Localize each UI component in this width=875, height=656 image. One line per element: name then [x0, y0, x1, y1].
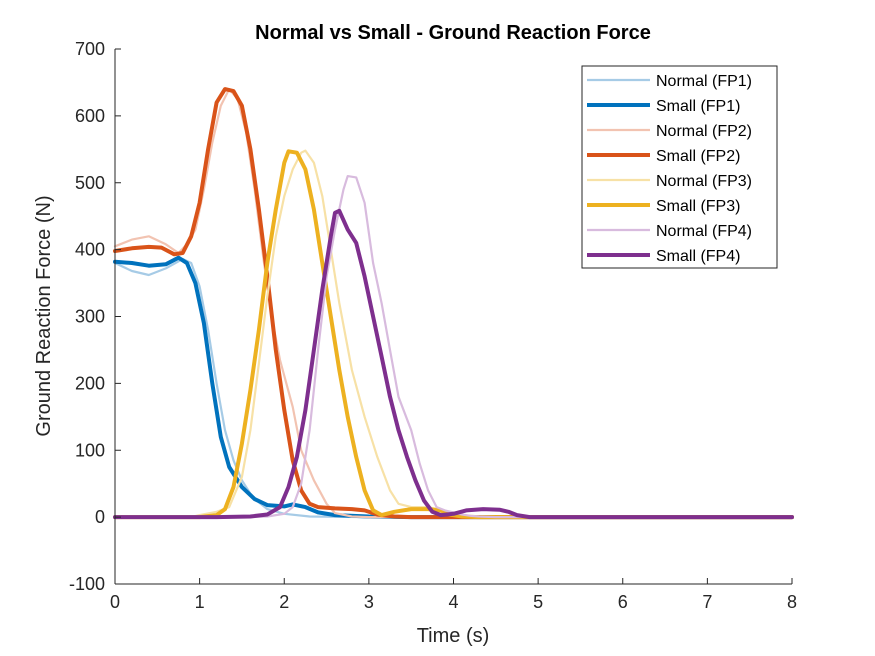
x-tick-label: 7	[702, 592, 712, 612]
series-group	[113, 87, 794, 520]
legend-label: Normal (FP2)	[656, 123, 752, 140]
x-tick-label: 2	[279, 592, 289, 612]
y-tick-label: 0	[95, 507, 105, 527]
chart-title: Normal vs Small - Ground Reaction Force	[255, 22, 651, 44]
y-tick-label: 500	[75, 173, 105, 193]
legend-label: Normal (FP4)	[656, 223, 752, 240]
legend-label: Small (FP1)	[656, 98, 740, 115]
x-axis-label: Time (s)	[417, 625, 490, 647]
legend-box	[581, 65, 778, 269]
x-tick-label: 1	[195, 592, 205, 612]
x-tick-label: 3	[364, 592, 374, 612]
y-tick-label: 600	[75, 106, 105, 126]
y-tick-label: -100	[69, 574, 105, 594]
series-line-7	[113, 208, 794, 520]
x-tick-label: 5	[533, 592, 543, 612]
x-tick-label: 4	[448, 592, 458, 612]
series-line-3	[113, 87, 794, 520]
y-tick-label: 400	[75, 240, 105, 260]
legend-label: Small (FP3)	[656, 198, 740, 215]
y-axis-label: Ground Reaction Force (N)	[33, 195, 55, 436]
y-tick-label: 200	[75, 373, 105, 393]
legend-label: Small (FP4)	[656, 248, 740, 265]
y-tick-label: 700	[75, 39, 105, 59]
legend-label: Normal (FP1)	[656, 73, 752, 90]
x-tick-label: 8	[787, 592, 797, 612]
legend: Normal (FP1) Small (FP1) Normal (FP2) Small…	[581, 65, 778, 269]
y-tick-label: 100	[75, 440, 105, 460]
x-tick-label: 0	[110, 592, 120, 612]
x-tick-label: 6	[618, 592, 628, 612]
legend-label: Normal (FP3)	[656, 173, 752, 190]
legend-label: Small (FP2)	[656, 148, 740, 165]
y-tick-label: 300	[75, 307, 105, 327]
